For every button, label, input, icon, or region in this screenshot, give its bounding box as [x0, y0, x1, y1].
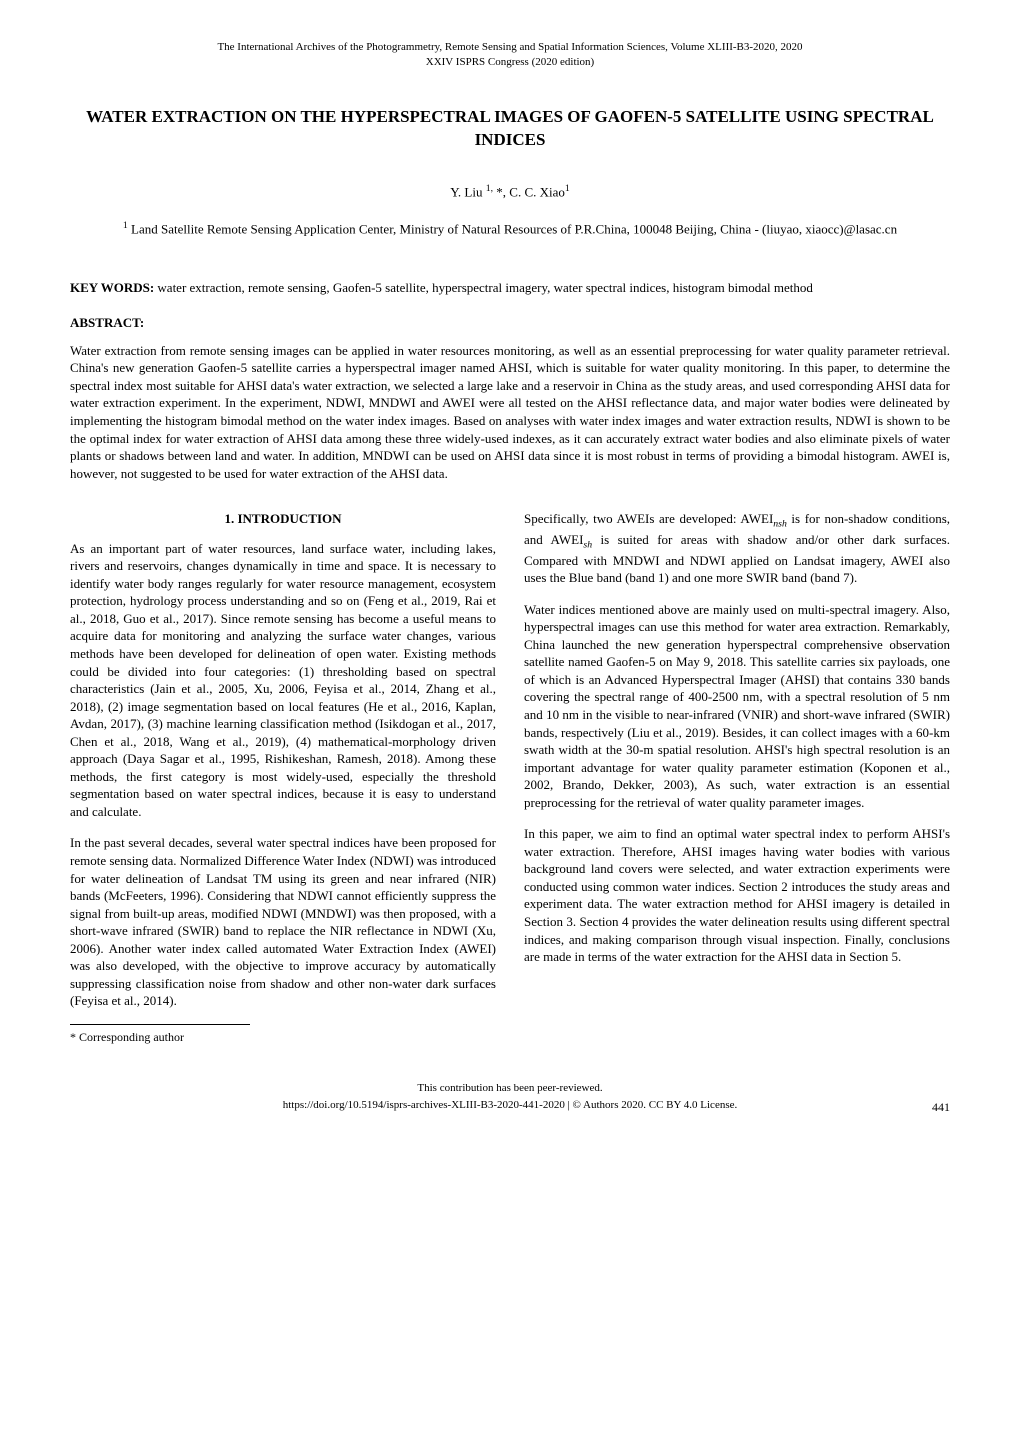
- page-footer: This contribution has been peer-reviewed…: [70, 1080, 950, 1115]
- section-heading-introduction: 1. INTRODUCTION: [70, 510, 496, 528]
- intro-para-5: In this paper, we aim to find an optimal…: [524, 825, 950, 965]
- keywords-label: KEY WORDS:: [70, 280, 154, 295]
- right-column: Specifically, two AWEIs are developed: A…: [524, 510, 950, 1045]
- affiliation: 1 Land Satellite Remote Sensing Applicat…: [70, 219, 950, 239]
- corresponding-author-footnote: * Corresponding author: [70, 1029, 496, 1045]
- keywords-block: KEY WORDS: water extraction, remote sens…: [70, 279, 950, 297]
- left-column: 1. INTRODUCTION As an important part of …: [70, 510, 496, 1045]
- keywords-text: water extraction, remote sensing, Gaofen…: [154, 280, 813, 295]
- paper-title: WATER EXTRACTION ON THE HYPERSPECTRAL IM…: [70, 105, 950, 153]
- intro-para-3: Specifically, two AWEIs are developed: A…: [524, 510, 950, 587]
- intro-para-4: Water indices mentioned above are mainly…: [524, 601, 950, 812]
- intro-para-2: In the past several decades, several wat…: [70, 834, 496, 1009]
- footer-peer-review: This contribution has been peer-reviewed…: [70, 1080, 950, 1097]
- authors: Y. Liu 1, *, C. C. Xiao1: [70, 182, 950, 201]
- abstract-text: Water extraction from remote sensing ima…: [70, 342, 950, 482]
- journal-header-line2: XXIV ISPRS Congress (2020 edition): [70, 55, 950, 70]
- intro-para-1: As an important part of water resources,…: [70, 540, 496, 821]
- abstract-label: ABSTRACT:: [70, 314, 950, 332]
- two-column-body: 1. INTRODUCTION As an important part of …: [70, 510, 950, 1045]
- footnote-rule: [70, 1024, 250, 1025]
- journal-header-line1: The International Archives of the Photog…: [70, 40, 950, 55]
- journal-header: The International Archives of the Photog…: [70, 40, 950, 70]
